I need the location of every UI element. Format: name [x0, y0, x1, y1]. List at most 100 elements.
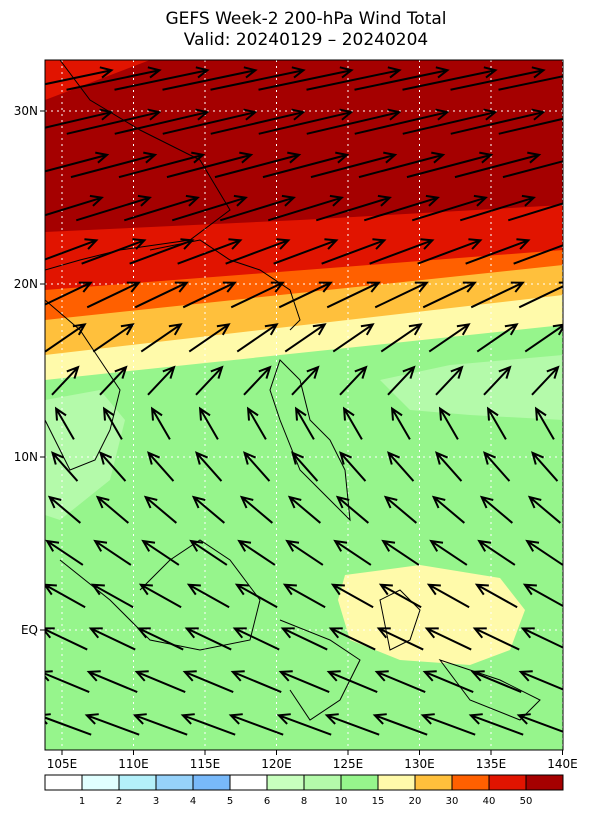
coastline: [45, 299, 121, 471]
colorbar-label: 10: [335, 796, 348, 807]
wind-arrow: [330, 583, 374, 609]
wind-arrow: [191, 495, 226, 524]
wind-arrow: [498, 75, 563, 91]
wind-arrow: [483, 451, 511, 482]
wind-arrow: [230, 670, 282, 693]
wind-arrow: [369, 238, 435, 265]
wind-arrow: [374, 281, 429, 309]
wind-arrow: [273, 238, 339, 265]
wind-arrow: [459, 194, 536, 222]
wind-arrow: [184, 627, 232, 651]
wind-arrow: [525, 539, 563, 566]
wind-arrow: [45, 108, 114, 129]
wind-arrow: [287, 495, 322, 524]
wind-arrow: [518, 670, 563, 691]
wind-arrow: [339, 365, 368, 396]
wind-arrow: [278, 281, 333, 309]
wind-arrow: [417, 238, 483, 265]
wind-arrow: [45, 66, 114, 86]
wind-arrow: [534, 406, 555, 440]
wind-arrow: [132, 713, 188, 736]
lat-label: 20N: [14, 277, 38, 291]
colorbar-label: 4: [190, 796, 196, 807]
wind-arrow: [339, 451, 367, 482]
wind-arrow: [45, 670, 90, 693]
wind-arrow: [358, 151, 446, 179]
wind-arrow: [81, 238, 147, 265]
wind-arrow: [411, 194, 488, 222]
wind-arrow: [333, 539, 372, 566]
coastline: [269, 359, 351, 522]
wind-arrow: [278, 670, 330, 693]
wind-arrow: [507, 202, 563, 222]
wind-arrow: [342, 406, 363, 440]
wind-arrow: [236, 323, 279, 353]
colorbar-label: 1: [79, 796, 85, 807]
wind-arrow: [258, 108, 354, 135]
colorbar-box: [44, 774, 83, 791]
wind-arrow: [470, 281, 525, 309]
wind-arrow: [326, 281, 381, 309]
wind-arrow: [66, 108, 162, 135]
wind-arrow: [114, 108, 210, 135]
wind-arrow: [282, 583, 326, 609]
wind-arrow: [429, 539, 468, 566]
colorbar-box: [303, 774, 342, 791]
wind-arrow: [102, 406, 123, 440]
lon-label: 110E: [118, 757, 149, 771]
wind-arrow: [476, 323, 519, 353]
wind-arrow: [162, 108, 258, 135]
colorbar-box: [488, 774, 527, 791]
wind-arrow: [243, 365, 272, 396]
wind-arrow: [354, 66, 450, 91]
wind-arrow: [47, 495, 82, 524]
colorbar-box: [192, 774, 231, 791]
wind-arrow: [150, 406, 171, 440]
wind-arrow: [118, 151, 206, 179]
map-area: [45, 60, 563, 750]
wind-arrow: [310, 151, 398, 179]
lon-label: 125E: [333, 757, 364, 771]
wind-arrow: [143, 495, 178, 524]
coastline: [149, 239, 301, 331]
wind-arrow: [387, 365, 416, 396]
wind-arrow: [95, 495, 130, 524]
wind-arrow: [454, 151, 542, 179]
wind-arrow: [402, 108, 498, 135]
wind-arrow: [147, 451, 175, 482]
wind-arrow: [246, 406, 267, 440]
wind-arrow: [483, 365, 512, 396]
lon-label: 120E: [261, 757, 292, 771]
wind-arrow: [129, 238, 195, 265]
colorbar-label: 20: [409, 796, 422, 807]
wind-arrow: [225, 238, 291, 265]
wind-arrow: [516, 713, 563, 733]
wind-arrow: [470, 670, 522, 693]
wind-arrow: [332, 323, 375, 353]
lon-label: 115E: [190, 757, 221, 771]
wind-arrow: [198, 406, 219, 440]
wind-arrow: [284, 323, 327, 353]
wind-arrow: [138, 583, 182, 609]
wind-arrow: [531, 365, 560, 396]
wind-arrow: [162, 66, 258, 91]
wind-arrow: [114, 66, 210, 91]
wind-arrow: [195, 365, 224, 396]
wind-arrow: [214, 151, 302, 179]
wind-arrow: [180, 713, 236, 736]
wind-arrow: [75, 194, 152, 222]
wind-arrow: [465, 238, 531, 265]
wind-arrow: [228, 713, 284, 736]
colorbar-label: 5: [227, 796, 233, 807]
wind-arrow: [171, 194, 248, 222]
wind-arrow: [134, 670, 186, 693]
wind-arrow: [210, 66, 306, 91]
colorbar-box: [525, 774, 564, 791]
wind-arrow: [99, 365, 128, 396]
colorbar-label: 3: [153, 796, 159, 807]
wind-arrow: [66, 66, 162, 91]
wind-arrow: [431, 495, 466, 524]
title: GEFS Week-2 200-hPa Wind Total: [165, 9, 446, 29]
wind-arrow: [134, 281, 189, 309]
